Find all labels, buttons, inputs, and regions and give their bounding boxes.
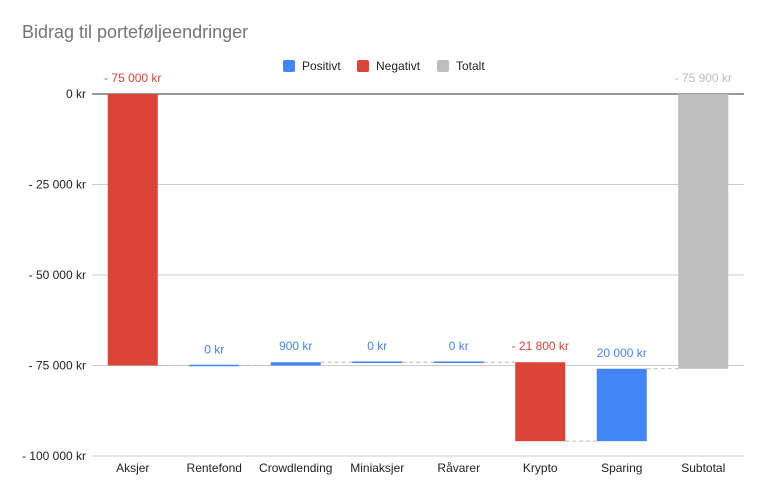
bar-krypto bbox=[515, 362, 566, 442]
bar-crowdlending bbox=[270, 362, 321, 366]
bar-råvarer bbox=[433, 361, 484, 363]
data-label: - 21 800 kr bbox=[512, 339, 569, 353]
chart-title: Bidrag til porteføljeendringer bbox=[22, 22, 248, 42]
legend-label: Positivt bbox=[302, 59, 341, 73]
connector-lines bbox=[157, 361, 679, 442]
x-category-label: Råvarer bbox=[437, 461, 480, 475]
y-axis-ticks: 0 kr - 25 000 kr - 50 000 kr - 75 000 kr - 1… bbox=[22, 87, 86, 463]
x-category-label: Subtotal bbox=[681, 461, 725, 475]
y-tick-label: - 75 000 kr bbox=[29, 359, 86, 373]
x-category-label: Crowdlending bbox=[259, 461, 332, 475]
legend-swatch bbox=[437, 60, 449, 72]
bar-aksjer bbox=[107, 94, 158, 366]
data-label: - 75 900 kr bbox=[675, 71, 732, 85]
y-tick-label: 0 kr bbox=[66, 87, 86, 101]
x-category-label: Sparing bbox=[601, 461, 642, 475]
data-label: 20 000 kr bbox=[597, 346, 647, 360]
bar-sparing bbox=[596, 368, 647, 442]
legend-label: Totalt bbox=[456, 59, 485, 73]
data-label: - 75 000 kr bbox=[104, 71, 161, 85]
bar-miniaksjer bbox=[352, 361, 403, 363]
bar-rentefond bbox=[189, 364, 240, 367]
x-category-label: Rentefond bbox=[187, 461, 242, 475]
x-category-label: Krypto bbox=[523, 461, 558, 475]
legend-label: Negativt bbox=[376, 59, 421, 73]
data-label: 0 kr bbox=[367, 339, 387, 353]
x-axis-categories: Aksjer Rentefond Crowdlending Miniaksjer Råv… bbox=[116, 461, 725, 475]
x-category-label: Miniaksjer bbox=[350, 461, 404, 475]
x-category-label: Aksjer bbox=[116, 461, 149, 475]
legend: Positivt Negativt Totalt bbox=[283, 59, 485, 73]
legend-swatch bbox=[283, 60, 295, 72]
bars bbox=[107, 94, 729, 442]
data-label: 0 kr bbox=[449, 339, 469, 353]
data-label: 0 kr bbox=[204, 343, 224, 357]
y-tick-label: - 100 000 kr bbox=[22, 449, 86, 463]
legend-swatch bbox=[357, 60, 369, 72]
y-tick-label: - 25 000 kr bbox=[29, 178, 86, 192]
data-label: 900 kr bbox=[279, 339, 312, 353]
data-labels: - 75 000 kr 0 kr 900 kr 0 kr 0 kr - 21 800 kr… bbox=[104, 71, 732, 360]
y-tick-label: - 50 000 kr bbox=[29, 268, 86, 282]
bar-subtotal bbox=[678, 94, 729, 369]
